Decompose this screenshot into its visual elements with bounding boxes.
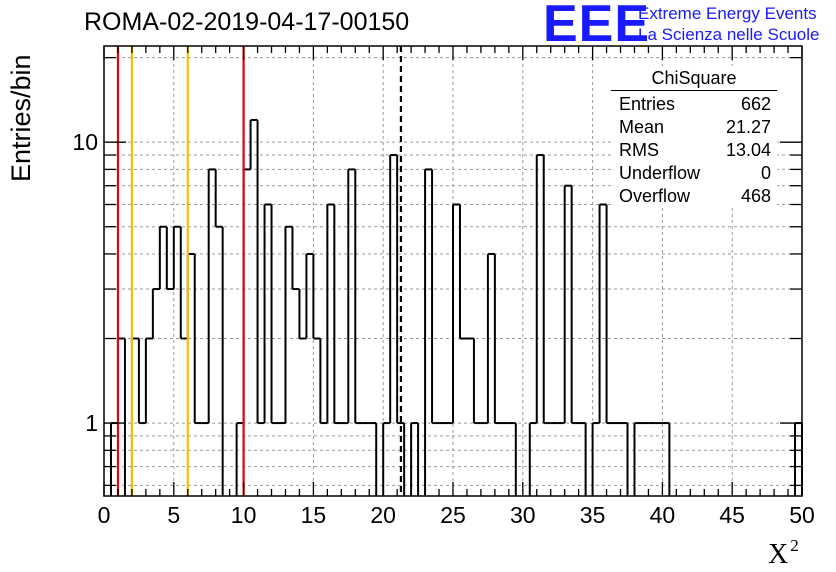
y-tick-label: 1 <box>85 410 98 436</box>
x-tick-label: 5 <box>167 502 180 528</box>
vertical-marker-lines <box>116 46 403 496</box>
stats-label: RMS <box>619 140 659 160</box>
x-tick-label: 45 <box>719 502 745 528</box>
axis-tick-labels: 0 5 10 15 20 25 30 35 40 45 50 1 10 <box>72 129 814 528</box>
y-axis-label: Entries/bin <box>6 54 36 182</box>
stats-label: Entries <box>619 94 676 114</box>
x-tick-label: 15 <box>301 502 327 528</box>
chart-title: ROMA-02-2019-04-17-00150 <box>84 8 410 36</box>
x-tick-label: 20 <box>370 502 396 528</box>
stats-row-rms: RMS 13.04 <box>619 140 771 162</box>
x-tick-label: 35 <box>580 502 606 528</box>
stats-row-overflow: Overflow 468 <box>619 186 771 208</box>
x-tick-label: 10 <box>231 502 257 528</box>
logo-line-2: La Scienza nelle Scuole <box>638 25 820 44</box>
stats-label: Underflow <box>619 163 701 183</box>
x-axis-label-base: X <box>768 539 789 570</box>
stats-label: Overflow <box>619 186 691 206</box>
x-tick-label: 50 <box>789 502 815 528</box>
axis-ticks <box>103 46 803 496</box>
stats-value: 21.27 <box>725 117 771 137</box>
stats-row-underflow: Underflow 0 <box>619 163 771 185</box>
x-tick-label: 30 <box>510 502 536 528</box>
stats-value: 662 <box>740 94 771 114</box>
stats-title: ChiSquare <box>651 68 737 88</box>
y-tick-label: 10 <box>72 129 98 155</box>
stats-value: 13.04 <box>725 140 771 160</box>
stats-row-entries: Entries 662 <box>619 94 771 116</box>
x-axis-label-superscript: 2 <box>790 536 799 555</box>
stats-box: ChiSquare Entries 662 Mean 21.27 RMS 13.… <box>611 66 777 206</box>
stats-title-underline <box>611 90 777 91</box>
eee-logo: EEE <box>543 0 651 53</box>
x-tick-label: 40 <box>650 502 676 528</box>
x-tick-label: 25 <box>440 502 466 528</box>
x-tick-label: 0 <box>98 502 111 528</box>
stats-row-mean: Mean 21.27 <box>619 117 771 139</box>
stats-label: Mean <box>619 117 665 137</box>
stats-value: 0 <box>760 163 771 183</box>
logo-line-1: Extreme Energy Events <box>638 4 817 23</box>
stats-value: 468 <box>740 186 771 206</box>
